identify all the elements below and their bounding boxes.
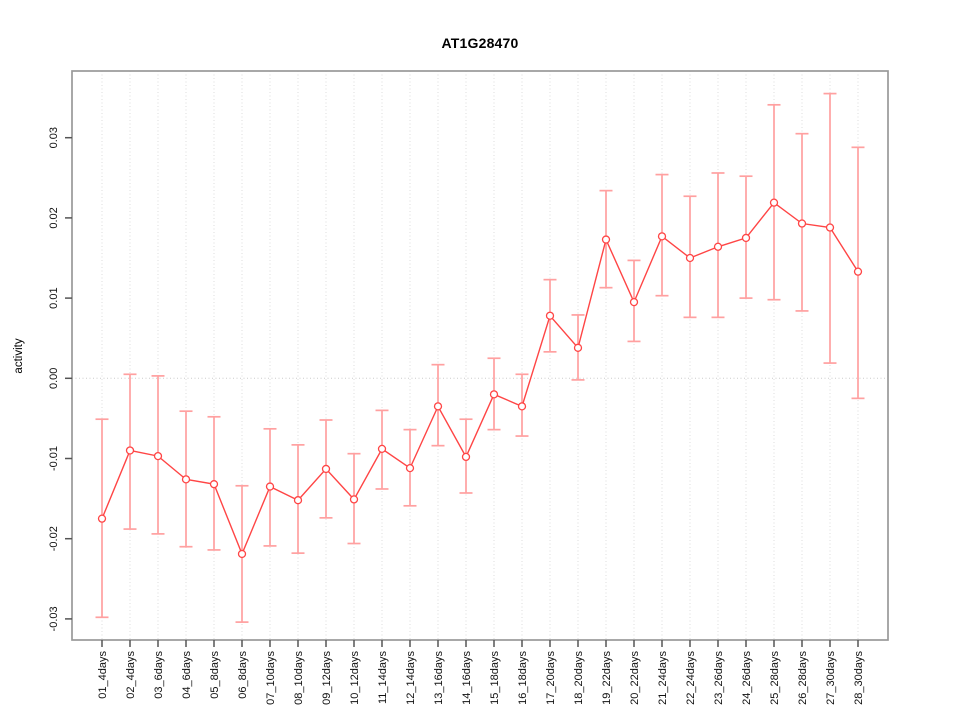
y-tick-label: -0.02 <box>48 526 60 551</box>
x-tick-label: 04_6days <box>181 651 193 699</box>
x-tick-label: 19_22days <box>601 651 613 705</box>
data-point <box>853 267 863 276</box>
x-tick-label: 22_24days <box>685 651 697 705</box>
x-tick-label: 28_30days <box>853 651 865 705</box>
data-point <box>321 464 331 474</box>
x-tick-label: 08_10days <box>293 651 305 705</box>
data-point <box>153 451 163 461</box>
data-point <box>545 311 555 320</box>
y-tick-label: 0.00 <box>48 368 60 389</box>
data-point <box>769 198 779 207</box>
data-point <box>741 233 751 243</box>
x-tick-label: 03_6days <box>153 651 165 699</box>
y-tick-label: -0.03 <box>48 606 60 631</box>
x-tick-label: 27_30days <box>825 651 837 705</box>
x-tick-label: 23_26days <box>713 651 725 705</box>
data-point <box>181 475 191 484</box>
x-tick-label: 12_14days <box>405 651 417 705</box>
x-tick-label: 05_8days <box>209 651 221 699</box>
x-tick-label: 02_4days <box>125 651 137 699</box>
data-point <box>657 232 667 241</box>
x-tick-label: 07_10days <box>265 651 277 705</box>
x-tick-label: 09_12days <box>321 651 333 705</box>
data-point <box>629 297 639 307</box>
data-point <box>461 452 471 462</box>
data-point <box>797 219 807 228</box>
x-tick-label: 15_18days <box>489 651 501 705</box>
x-tick-label: 21_24days <box>657 651 669 705</box>
x-tick-label: 01_4days <box>97 651 109 699</box>
x-tick-label: 13_16days <box>433 651 445 705</box>
data-point <box>713 242 723 251</box>
x-tick-label: 26_28days <box>797 651 809 705</box>
series-line <box>101 201 859 556</box>
data-point <box>97 514 107 523</box>
data-point <box>377 444 387 454</box>
y-tick-label: 0.03 <box>48 127 60 148</box>
data-point <box>433 402 443 411</box>
y-tick-label: 0.01 <box>48 287 60 308</box>
x-tick-label: 18_20days <box>573 651 585 705</box>
x-tick-label: 20_22days <box>629 651 641 705</box>
x-tick-label: 17_20days <box>545 651 557 705</box>
x-tick-label: 06_8days <box>237 651 249 699</box>
y-tick-label: 0.02 <box>48 207 60 228</box>
data-point <box>825 223 835 232</box>
data-point <box>349 495 359 504</box>
x-tick-label: 11_14days <box>377 651 389 705</box>
x-tick-label: 10_12days <box>349 651 361 705</box>
data-point <box>265 482 275 491</box>
x-tick-label: 24_26days <box>741 651 753 705</box>
data-point <box>237 549 247 559</box>
data-point <box>293 496 303 505</box>
plot-border <box>71 70 889 641</box>
y-tick-label: -0.01 <box>48 446 60 471</box>
data-point <box>573 343 583 352</box>
x-tick-label: 14_16days <box>461 651 473 705</box>
data-point <box>517 402 527 411</box>
data-point <box>601 235 611 244</box>
data-point <box>405 463 415 473</box>
x-tick-label: 25_28days <box>769 651 781 705</box>
data-point <box>209 480 219 489</box>
data-point <box>125 446 135 455</box>
x-tick-label: 16_18days <box>517 651 529 705</box>
data-point <box>685 253 695 263</box>
chart-title: AT1G28470 <box>441 35 519 51</box>
data-point <box>489 390 499 399</box>
